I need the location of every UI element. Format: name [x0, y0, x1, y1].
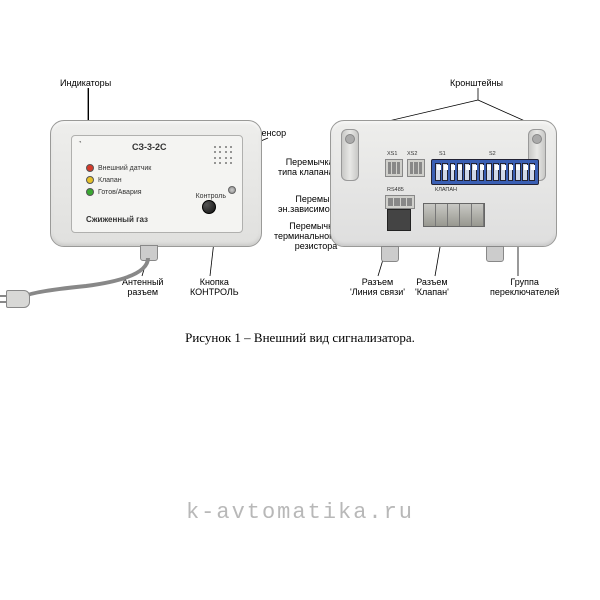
- led-3: [86, 188, 94, 196]
- xs2-label: XS2: [407, 151, 417, 157]
- xs1-label: XS1: [387, 151, 397, 157]
- label-valve-jumper: Перемычка типа клапана: [278, 158, 334, 178]
- control-button[interactable]: [202, 200, 216, 214]
- rs485-label: RS485: [387, 187, 404, 193]
- label-term-resistor: Перемычка терминального резистора: [274, 222, 337, 252]
- label-switch-group: Группа переключателей: [490, 278, 559, 298]
- gas-label: Сжиженный газ: [86, 215, 148, 224]
- figure-caption: Рисунок 1 – Внешний вид сигнализатора.: [0, 330, 600, 346]
- led-row-3: Готов/Авария: [86, 188, 142, 196]
- watermark: k-avtomatika.ru: [0, 500, 600, 525]
- s1-label: S1: [439, 151, 446, 157]
- klapan-label: КЛАПАН: [435, 187, 457, 193]
- led-2: [86, 176, 94, 184]
- device-back: XS1 XS2 S1 S2 RS485 КЛАПАН: [330, 120, 557, 247]
- led-1: [86, 164, 94, 172]
- screw-icon: [228, 186, 236, 194]
- cable-gland-2: [486, 246, 504, 262]
- faceplate: ◔ СЗ-3-2С Внешний датчик Клапан Готов/Ав…: [71, 135, 243, 233]
- jumper-xs2[interactable]: [407, 159, 425, 177]
- control-text: Контроль: [196, 193, 226, 200]
- model-label: СЗ-3-2С: [132, 142, 167, 152]
- dip-switch-block[interactable]: [431, 159, 539, 185]
- rj-port[interactable]: [387, 209, 411, 231]
- label-control-btn: Кнопка КОНТРОЛЬ: [190, 278, 239, 298]
- label-brackets: Кронштейны: [450, 78, 503, 88]
- terminal-block[interactable]: [423, 203, 485, 227]
- s2-label: S2: [489, 151, 496, 157]
- logo-icon: ◔: [78, 140, 92, 150]
- bracket-left: [341, 129, 359, 181]
- label-indicators: Индикаторы: [60, 78, 111, 88]
- cable-gland-1: [381, 246, 399, 262]
- label-valve-conn: Разъем 'Клапан': [415, 278, 449, 298]
- sensor-grille-icon: [214, 146, 234, 166]
- jumper-power[interactable]: [385, 195, 415, 209]
- power-plug: [6, 290, 30, 308]
- led-row-1: Внешний датчик: [86, 164, 151, 172]
- power-cord: [6, 258, 156, 318]
- label-line-conn: Разъем 'Линия связи': [350, 278, 405, 298]
- jumper-xs1[interactable]: [385, 159, 403, 177]
- led-row-2: Клапан: [86, 176, 122, 184]
- device-front: ◔ СЗ-3-2С Внешний датчик Клапан Готов/Ав…: [50, 120, 262, 247]
